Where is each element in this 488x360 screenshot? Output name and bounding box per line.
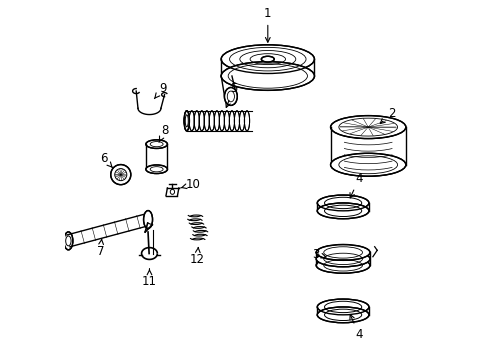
- Ellipse shape: [317, 307, 368, 323]
- Ellipse shape: [316, 244, 369, 260]
- Ellipse shape: [330, 153, 405, 176]
- Text: 4: 4: [349, 315, 362, 341]
- Ellipse shape: [317, 195, 368, 211]
- Ellipse shape: [145, 140, 167, 148]
- Ellipse shape: [221, 45, 314, 73]
- Text: 3: 3: [312, 248, 325, 261]
- Ellipse shape: [184, 111, 189, 131]
- Ellipse shape: [110, 165, 131, 185]
- Ellipse shape: [209, 111, 214, 131]
- Text: 12: 12: [189, 247, 204, 266]
- Ellipse shape: [224, 87, 237, 105]
- Ellipse shape: [229, 111, 234, 131]
- Text: 5: 5: [225, 82, 237, 107]
- Ellipse shape: [64, 232, 73, 250]
- Ellipse shape: [239, 111, 244, 131]
- Ellipse shape: [143, 211, 152, 229]
- Ellipse shape: [234, 111, 239, 131]
- Ellipse shape: [214, 111, 219, 131]
- Ellipse shape: [244, 111, 249, 131]
- Text: 4: 4: [349, 172, 362, 198]
- Text: 2: 2: [380, 107, 394, 123]
- Ellipse shape: [204, 111, 209, 131]
- Ellipse shape: [184, 111, 189, 131]
- Ellipse shape: [317, 299, 368, 315]
- Text: 7: 7: [97, 239, 104, 257]
- Ellipse shape: [224, 111, 229, 131]
- Text: 6: 6: [100, 152, 112, 167]
- Text: 10: 10: [181, 178, 201, 191]
- Ellipse shape: [221, 62, 314, 90]
- Ellipse shape: [316, 251, 369, 267]
- Ellipse shape: [145, 165, 167, 174]
- Ellipse shape: [330, 116, 405, 139]
- Ellipse shape: [317, 203, 368, 219]
- Ellipse shape: [261, 56, 274, 62]
- Ellipse shape: [316, 257, 369, 273]
- Ellipse shape: [194, 111, 199, 131]
- Text: 9: 9: [154, 82, 166, 99]
- Text: 1: 1: [264, 7, 271, 42]
- Text: 8: 8: [159, 124, 168, 142]
- Ellipse shape: [219, 111, 224, 131]
- Text: 11: 11: [142, 269, 157, 288]
- Ellipse shape: [199, 111, 204, 131]
- Ellipse shape: [189, 111, 194, 131]
